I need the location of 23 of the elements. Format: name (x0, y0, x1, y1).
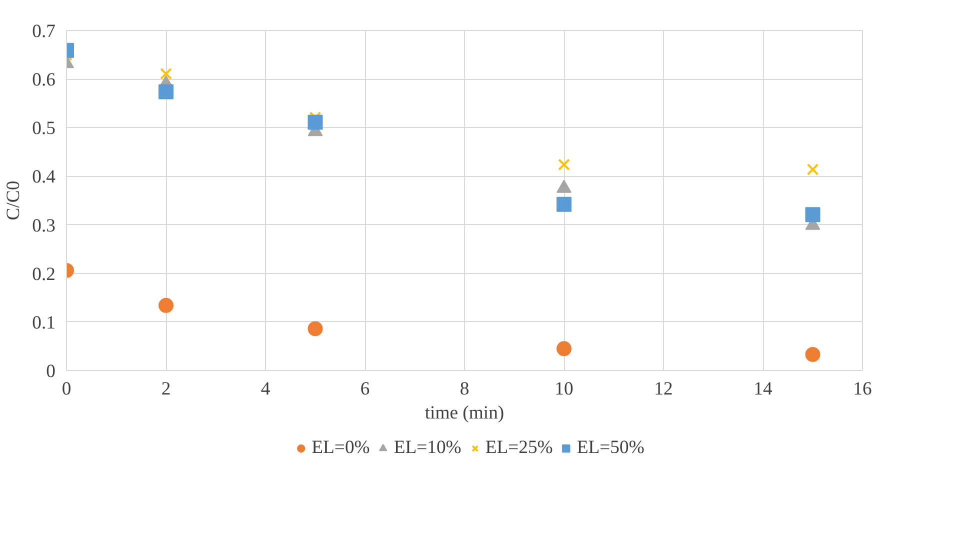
legend-label: EL=10% (394, 437, 462, 459)
x-tick-label: 2 (161, 378, 171, 400)
y-tick-label: 0.2 (32, 264, 56, 285)
y-tick-label: 0.7 (32, 21, 56, 42)
x-tick-label: 0 (62, 378, 72, 400)
x-tick-label: 16 (853, 378, 872, 400)
legend-label: EL=50% (576, 437, 644, 459)
y-tick-label: 0.1 (32, 312, 56, 334)
x-tick-label: 4 (260, 378, 271, 400)
x-tick-label: 14 (754, 378, 773, 400)
y-tick-label: 0.5 (32, 118, 56, 140)
y-tick-label: 0 (46, 361, 56, 382)
y-tick-label: 0.3 (32, 215, 56, 236)
legend-label: EL=25% (485, 437, 553, 459)
x-axis-title: time (min) (424, 402, 504, 424)
y-tick-label: 0.4 (32, 166, 56, 188)
x-tick-label: 8 (460, 378, 470, 400)
y-axis-title: C/C0 (3, 180, 24, 220)
x-tick-label: 10 (554, 378, 574, 400)
legend-label: EL=0% (312, 437, 370, 459)
y-tick-label: 0.6 (32, 70, 56, 91)
x-tick-label: 12 (654, 378, 673, 400)
x-tick-label: 6 (360, 378, 370, 400)
